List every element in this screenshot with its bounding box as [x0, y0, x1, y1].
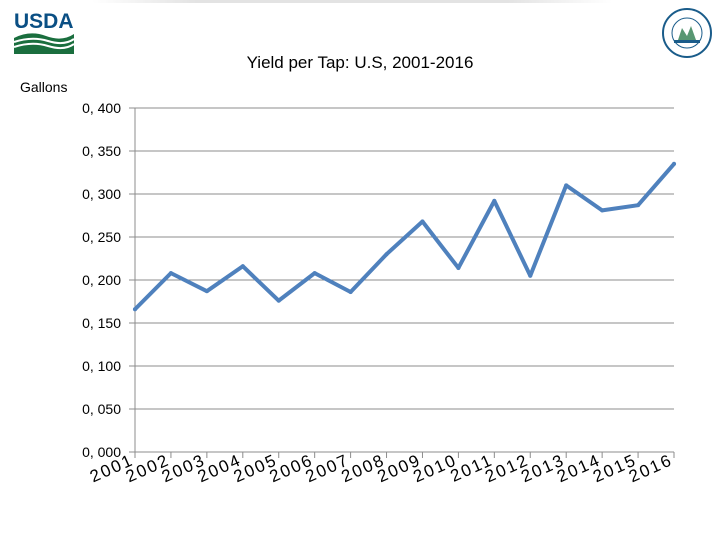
chart-title: Yield per Tap: U.S, 2001-2016 — [246, 53, 474, 72]
data-point — [384, 252, 389, 257]
y-axis-unit-label: Gallons — [20, 79, 68, 95]
usda-logo-text: USDA — [14, 10, 74, 33]
y-tick-label: 0, 150 — [82, 315, 121, 331]
data-point — [276, 298, 281, 303]
data-point — [312, 271, 317, 276]
data-point — [492, 198, 497, 203]
y-tick-label: 0, 050 — [82, 401, 121, 417]
agriculture-counts-seal — [662, 8, 712, 58]
y-tick-label: 0, 300 — [82, 186, 121, 202]
data-point — [636, 203, 641, 208]
y-tick-label: 0, 400 — [82, 100, 121, 116]
y-tick-label: 0, 250 — [82, 229, 121, 245]
data-point — [168, 271, 173, 276]
y-tick-label: 0, 350 — [82, 143, 121, 159]
header-rule — [92, 0, 612, 3]
data-point — [672, 161, 676, 166]
data-point — [420, 219, 425, 224]
y-tick-label: 0, 000 — [82, 444, 121, 460]
data-point — [600, 208, 605, 213]
usda-logo: USDA — [13, 10, 75, 54]
data-point — [133, 307, 137, 312]
y-tick-label: 0, 200 — [82, 272, 121, 288]
series-line — [133, 161, 676, 312]
data-point — [528, 273, 533, 278]
data-point — [204, 289, 209, 294]
data-point — [564, 183, 569, 188]
data-point — [456, 265, 461, 270]
data-point — [348, 290, 353, 295]
y-tick-label: 0, 100 — [82, 358, 121, 374]
data-point — [240, 264, 245, 269]
